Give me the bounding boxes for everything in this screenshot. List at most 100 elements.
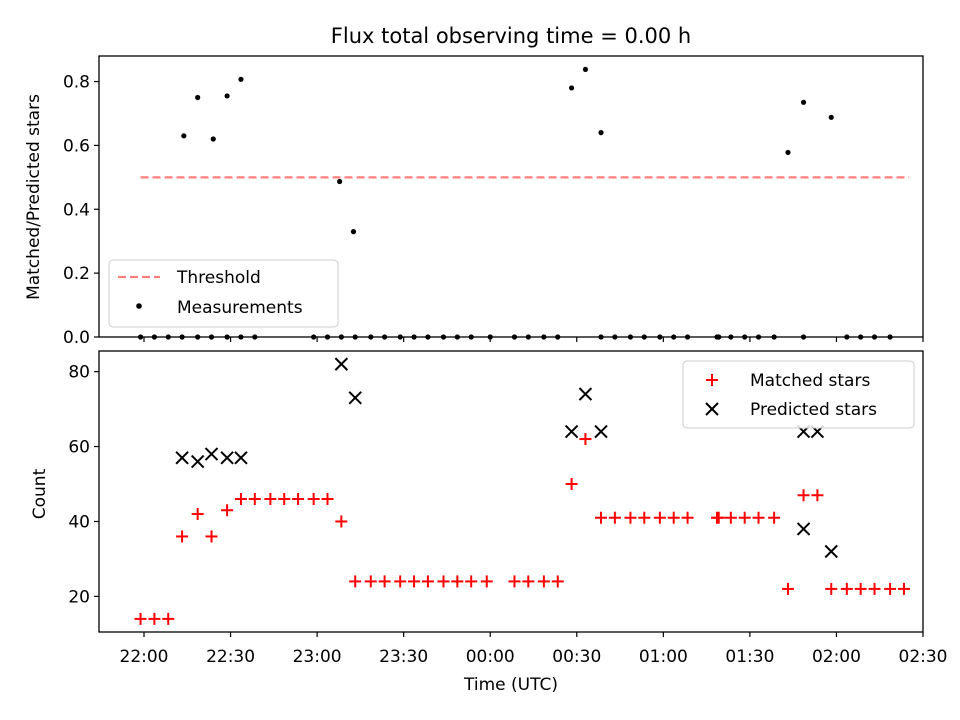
top-y-tick-label: 0.4 — [63, 200, 90, 220]
matched-star-point — [752, 511, 765, 524]
top-x-ticks — [143, 337, 924, 342]
matched-star-point — [221, 504, 234, 517]
bottom-y-tick-label: 40 — [68, 512, 90, 532]
bottom-y-ticks: 20 40 60 80 — [68, 363, 99, 607]
matched-star-point — [278, 492, 291, 505]
bottom-y-axis-label: Count — [30, 468, 50, 519]
measurement-point — [350, 229, 357, 235]
matched-star-point — [768, 511, 781, 524]
legend-predicted-label: Predicted stars — [750, 400, 877, 420]
x-tick-label: 22:00 — [120, 647, 169, 667]
matched-star-point — [335, 515, 348, 528]
matched-star-point — [681, 511, 694, 524]
matched-star-point — [234, 492, 247, 505]
matched-star-point — [451, 575, 464, 588]
matched-star-point — [408, 575, 421, 588]
top-plot: 0.00.20.40.60.8 Matched/Predicted stars … — [24, 55, 924, 348]
matched-star-point — [205, 530, 218, 543]
matched-star-point — [465, 575, 478, 588]
legend-threshold-label: Threshold — [176, 268, 261, 288]
matched-star-point — [292, 492, 305, 505]
chart-title: Flux total observing time = 0.00 h — [331, 24, 691, 48]
matched-star-point — [825, 582, 838, 595]
x-tick-label: 01:00 — [639, 647, 688, 667]
matched-star-point — [840, 582, 853, 595]
matched-star-point — [667, 511, 680, 524]
matched-star-point — [537, 575, 550, 588]
x-tick-label: 01:30 — [725, 647, 774, 667]
x-tick-label: 00:30 — [552, 647, 601, 667]
matched-star-point — [608, 511, 621, 524]
matched-star-point — [712, 511, 725, 524]
bottom-legend-box — [682, 360, 915, 429]
legend-measurements-swatch — [136, 303, 142, 309]
bottom-y-tick-label: 20 — [68, 587, 90, 607]
measurement-point — [828, 114, 834, 120]
measurement-point — [224, 93, 230, 99]
matched-star-point — [653, 511, 666, 524]
x-tick-label: 02:00 — [812, 647, 861, 667]
matched-star-point — [321, 492, 334, 505]
measurement-point — [195, 94, 201, 101]
legend-predicted-swatch — [705, 402, 719, 416]
predicted-star-point — [334, 357, 349, 371]
x-tick-label: 02:30 — [899, 647, 948, 667]
legend-matched-label: Matched stars — [750, 371, 870, 391]
x-tick-label: 23:00 — [293, 647, 342, 667]
predicted-star-point — [190, 454, 205, 469]
matched-star-point — [437, 575, 450, 588]
x-axis-label: Time (UTC) — [463, 675, 558, 695]
matched-star-point — [349, 575, 362, 588]
matched-star-point — [307, 492, 320, 505]
matched-star-point — [897, 582, 910, 595]
matched-star-point — [191, 507, 204, 520]
predicted-star-point — [348, 391, 362, 405]
top-y-tick-label: 0.6 — [63, 136, 90, 156]
top-legend-box — [108, 259, 339, 328]
matched-star-point — [394, 575, 407, 588]
matched-star-point — [421, 575, 434, 588]
predicted-star-point — [824, 544, 838, 559]
matched-star-point — [595, 511, 608, 524]
predicted-star-point — [564, 424, 579, 439]
matched-star-point — [724, 511, 737, 524]
measurement-point — [210, 136, 216, 142]
top-y-ticks: 0.0 0.2 0.4 0.6 0.8 — [63, 73, 99, 348]
predicted-star-point — [234, 451, 248, 465]
matched-star-point — [579, 433, 592, 446]
measurement-point — [800, 99, 807, 105]
legend-measurements-label: Measurements — [177, 298, 303, 318]
matched-star-point — [162, 612, 175, 625]
top-y-axis-label: Matched/Predicted stars — [24, 94, 44, 300]
matched-star-point — [811, 489, 824, 502]
x-tick-label: 23:30 — [379, 647, 428, 667]
measurement-point — [181, 133, 187, 139]
predicted-star-point — [578, 387, 593, 401]
matched-star-point — [378, 575, 391, 588]
matched-star-point — [854, 582, 867, 595]
predicted-star-point — [175, 451, 189, 465]
bottom-plot-marks — [134, 357, 910, 625]
matched-star-point — [508, 575, 521, 588]
top-plot-frame — [98, 55, 924, 338]
measurement-point — [568, 85, 575, 91]
x-tick-label: 22:30 — [206, 647, 255, 667]
matched-star-point — [638, 511, 651, 524]
matched-star-point — [134, 612, 147, 625]
bottom-y-tick-label: 60 — [68, 438, 90, 458]
matched-star-point — [248, 492, 261, 505]
measurement-point — [582, 66, 589, 73]
matched-star-point — [364, 575, 377, 588]
bottom-legend: Matched stars Predicted stars — [682, 360, 915, 429]
bottom-y-tick-label: 80 — [68, 363, 90, 383]
predicted-star-point — [220, 451, 234, 465]
matched-star-point — [624, 511, 637, 524]
matched-star-point — [480, 575, 493, 588]
measurement-point — [238, 76, 244, 82]
measurement-point — [785, 149, 791, 156]
matched-star-point — [176, 530, 189, 543]
matched-star-point — [551, 575, 564, 588]
matched-star-point — [522, 575, 535, 588]
matched-star-point — [884, 582, 897, 595]
